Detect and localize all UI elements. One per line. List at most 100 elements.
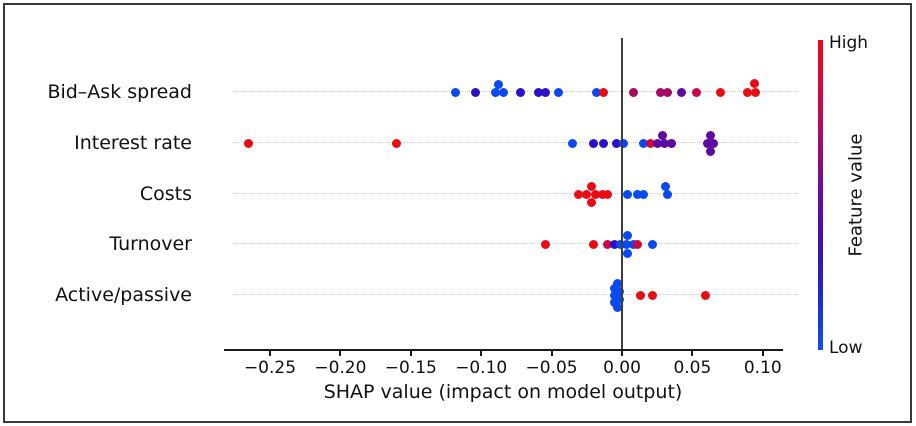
row-gridline xyxy=(232,193,798,194)
data-point[interactable] xyxy=(586,197,596,207)
zero-reference-line xyxy=(621,38,623,349)
data-point[interactable] xyxy=(632,189,642,199)
x-tick-mark xyxy=(621,351,623,356)
colorbar-title: Feature value xyxy=(845,133,867,257)
data-point[interactable] xyxy=(597,189,607,199)
x-tick-mark xyxy=(269,351,271,356)
data-point[interactable] xyxy=(610,290,620,300)
feature-label: Bid–Ask spread xyxy=(47,81,192,103)
data-point[interactable] xyxy=(610,297,620,307)
data-point[interactable] xyxy=(700,290,710,300)
data-point[interactable] xyxy=(554,87,564,97)
colorbar-low-label: Low xyxy=(829,338,863,358)
feature-label: Active/passive xyxy=(55,284,192,306)
data-point[interactable] xyxy=(751,87,761,97)
data-point[interactable] xyxy=(621,239,631,249)
data-point[interactable] xyxy=(648,239,658,249)
data-point[interactable] xyxy=(589,138,599,148)
data-point[interactable] xyxy=(709,138,719,148)
data-point[interactable] xyxy=(611,138,621,148)
data-point[interactable] xyxy=(706,130,716,140)
data-point[interactable] xyxy=(614,294,624,304)
data-point[interactable] xyxy=(661,181,671,191)
x-tick-label: −0.25 xyxy=(243,358,297,378)
feature-label: Costs xyxy=(139,183,192,205)
data-point[interactable] xyxy=(666,138,676,148)
x-tick-mark xyxy=(761,351,764,356)
data-point[interactable] xyxy=(603,189,613,199)
data-point[interactable] xyxy=(603,239,613,249)
data-point[interactable] xyxy=(568,138,578,148)
data-point[interactable] xyxy=(749,78,759,88)
data-point[interactable] xyxy=(623,248,633,258)
data-point[interactable] xyxy=(706,146,716,156)
data-point[interactable] xyxy=(652,138,662,148)
data-point[interactable] xyxy=(392,138,402,148)
data-point[interactable] xyxy=(590,189,600,199)
data-point[interactable] xyxy=(592,87,602,97)
x-tick-mark xyxy=(409,351,412,356)
data-point[interactable] xyxy=(244,138,254,148)
data-point[interactable] xyxy=(573,189,583,199)
data-point[interactable] xyxy=(534,87,544,97)
data-point[interactable] xyxy=(638,138,648,148)
figure-border xyxy=(3,3,912,423)
data-point[interactable] xyxy=(659,138,669,148)
x-tick-label: 0.10 xyxy=(743,358,782,378)
row-gridline xyxy=(232,243,798,244)
data-point[interactable] xyxy=(589,239,599,249)
data-point[interactable] xyxy=(716,87,726,97)
data-point[interactable] xyxy=(613,302,623,312)
data-point[interactable] xyxy=(471,87,481,97)
data-point[interactable] xyxy=(703,138,713,148)
data-point[interactable] xyxy=(451,87,461,97)
data-point[interactable] xyxy=(662,189,672,199)
data-point[interactable] xyxy=(582,189,592,199)
x-axis-line xyxy=(224,349,783,351)
data-point[interactable] xyxy=(638,189,648,199)
x-tick-label: −0.15 xyxy=(384,358,437,378)
x-axis-title: SHAP value (impact on model output) xyxy=(323,381,683,403)
data-point[interactable] xyxy=(493,79,503,89)
x-tick-mark xyxy=(550,351,553,356)
data-point[interactable] xyxy=(599,87,609,97)
row-gridline xyxy=(232,294,798,295)
data-point[interactable] xyxy=(499,87,509,97)
data-point[interactable] xyxy=(658,130,668,140)
x-tick-label: 0.05 xyxy=(673,358,712,378)
data-point[interactable] xyxy=(645,138,655,148)
feature-label: Turnover xyxy=(109,233,192,255)
data-point[interactable] xyxy=(516,87,526,97)
data-point[interactable] xyxy=(616,239,626,249)
x-tick-mark xyxy=(339,351,342,356)
data-point[interactable] xyxy=(490,87,500,97)
row-gridline xyxy=(232,91,798,92)
data-point[interactable] xyxy=(628,87,638,97)
data-point[interactable] xyxy=(599,138,609,148)
x-tick-mark xyxy=(691,351,694,356)
feature-label: Interest rate xyxy=(74,132,192,154)
x-tick-label: 0.00 xyxy=(603,358,641,378)
x-tick-label: −0.10 xyxy=(455,358,508,378)
data-point[interactable] xyxy=(610,239,620,249)
data-point[interactable] xyxy=(662,87,672,97)
data-point[interactable] xyxy=(541,87,551,97)
x-tick-label: −0.05 xyxy=(525,358,578,378)
data-point[interactable] xyxy=(676,87,686,97)
data-point[interactable] xyxy=(541,239,551,249)
data-point[interactable] xyxy=(632,239,642,249)
data-point[interactable] xyxy=(623,189,633,199)
data-point[interactable] xyxy=(618,138,628,148)
x-tick-mark xyxy=(480,351,483,356)
data-point[interactable] xyxy=(635,290,645,300)
data-point[interactable] xyxy=(648,290,658,300)
data-point[interactable] xyxy=(586,181,596,191)
data-point[interactable] xyxy=(623,230,633,240)
data-point[interactable] xyxy=(742,87,752,97)
data-point[interactable] xyxy=(613,278,623,288)
data-point[interactable] xyxy=(692,87,702,97)
row-gridline xyxy=(232,142,798,143)
data-point[interactable] xyxy=(614,286,624,296)
data-point[interactable] xyxy=(655,87,665,97)
